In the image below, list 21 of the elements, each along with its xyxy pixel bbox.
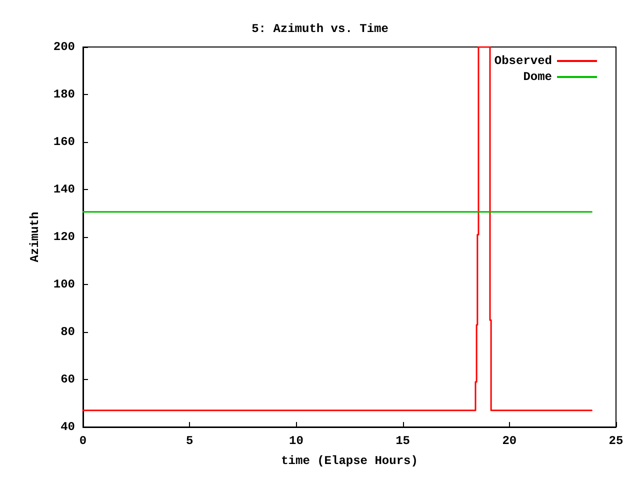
x-tick-label: 25 (608, 434, 624, 448)
y-tick-label: 80 (60, 325, 75, 339)
x-axis-title: time (Elapse Hours) (281, 454, 418, 468)
legend-label: Observed (494, 54, 552, 68)
y-tick-label: 100 (53, 278, 75, 292)
x-tick-label: 5 (186, 434, 194, 448)
y-tick-label: 40 (60, 420, 75, 434)
x-tick-label: 20 (502, 434, 517, 448)
y-tick-label: 120 (53, 230, 75, 244)
y-tick-label: 160 (53, 135, 75, 149)
legend-label: Dome (523, 70, 552, 84)
y-tick-label: 140 (53, 182, 75, 196)
y-tick-label: 180 (53, 88, 75, 102)
x-tick-label: 10 (288, 434, 304, 448)
line-series (82, 46, 592, 412)
y-tick-label: 60 (60, 372, 75, 386)
chart-title: 5: Azimuth vs. Time (252, 22, 388, 36)
x-tick-label: 0 (79, 434, 87, 448)
x-tick-label: 15 (396, 434, 410, 448)
y-axis-title: Azimuth (28, 212, 42, 262)
y-tick-label: 200 (53, 40, 75, 54)
